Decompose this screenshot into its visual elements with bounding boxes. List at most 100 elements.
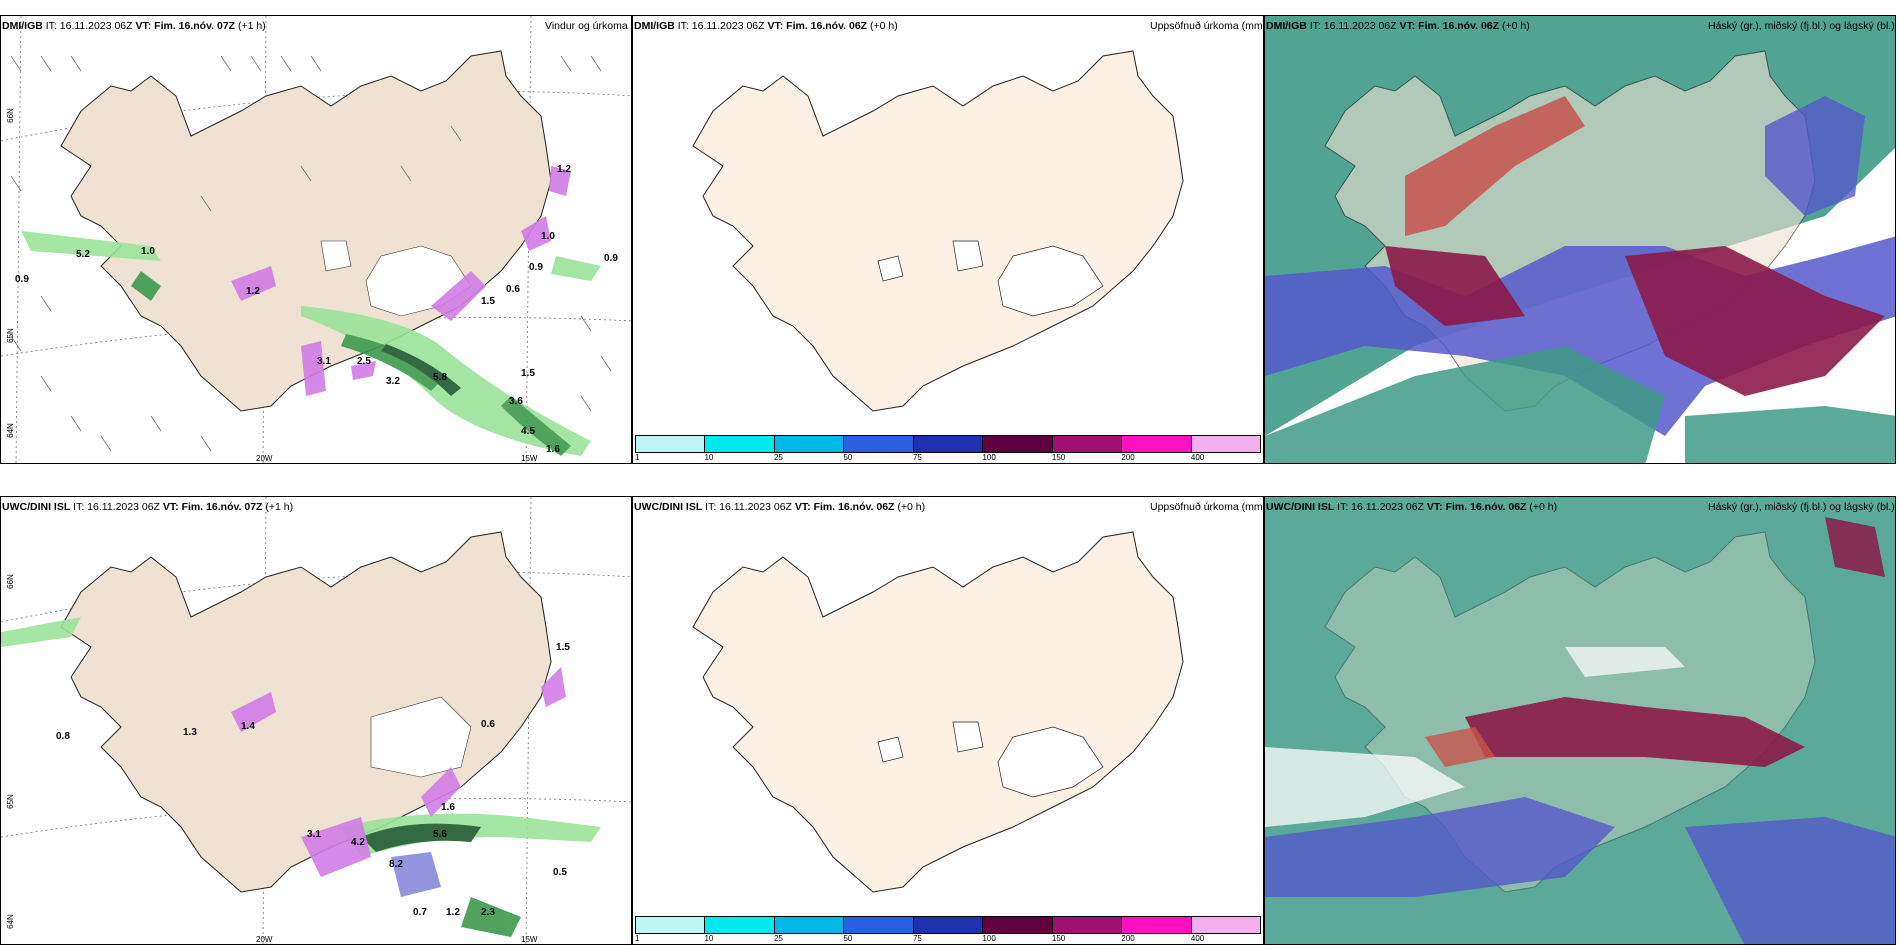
precip-value: 3.1 xyxy=(307,829,321,840)
precip-value: 3.1 xyxy=(317,356,331,367)
vt-label: VT: xyxy=(767,20,784,32)
legend-tick: 10 xyxy=(704,934,714,943)
cloud-map xyxy=(1265,497,1895,944)
init-time: IT: 16.11.2023 06Z xyxy=(1337,501,1424,513)
panel-header: UWC/DINI ISL IT: 16.11.2023 06Z VT: Fim.… xyxy=(2,499,293,515)
precip-value: 0.6 xyxy=(481,719,495,730)
panel-title: Háský (gr.), miðský (fj.bl.) og lágský (… xyxy=(1708,501,1895,513)
precip-value: 3.6 xyxy=(509,396,523,407)
legend-swatch xyxy=(1191,917,1260,933)
model-name: UWC/DINI ISL xyxy=(634,501,703,513)
precip-value: 1.2 xyxy=(246,286,260,297)
map-iceland xyxy=(692,50,1184,412)
precip-value: 4.5 xyxy=(521,426,535,437)
model-name: UWC/DINI ISL xyxy=(1266,501,1335,513)
legend-tick: 75 xyxy=(912,453,922,462)
legend-swatch xyxy=(705,917,775,933)
precip-value: 0.8 xyxy=(56,731,70,742)
legend-swatch xyxy=(636,436,706,452)
vt-label: VT: xyxy=(1426,501,1443,513)
legend-tick: 75 xyxy=(912,934,922,943)
precip-value: 0.5 xyxy=(553,867,567,878)
legend-swatch xyxy=(1122,436,1192,452)
precip-value: 0.6 xyxy=(506,284,520,295)
panel-header: UWC/DINI ISL IT: 16.11.2023 06Z VT: Fim.… xyxy=(1266,499,1557,515)
lead-time: (+1 h) xyxy=(265,501,294,513)
legend-swatch xyxy=(774,917,845,933)
lat-label: 66N xyxy=(5,108,15,123)
legend-swatch xyxy=(913,917,984,933)
legend-tick: 25 xyxy=(773,934,783,943)
panel-title: Uppsöfnuð úrkoma (mm) xyxy=(1150,20,1267,32)
vt-label: VT: xyxy=(135,20,152,32)
valid-time: Fim. 16.nóv. 06Z xyxy=(1445,501,1527,513)
panel-title: Uppsöfnuð úrkoma (mm) xyxy=(1150,501,1267,513)
cloud-panel[interactable] xyxy=(1264,15,1896,464)
lon-label: 20W xyxy=(256,454,273,463)
precip-value: 4.2 xyxy=(351,837,365,848)
panel-header: UWC/DINI ISL IT: 16.11.2023 06Z VT: Fim.… xyxy=(634,499,925,515)
legend-swatch xyxy=(705,436,775,452)
precip-value: 5.8 xyxy=(433,372,447,383)
legend-colorbar xyxy=(635,916,1261,934)
legend-tick: 100 xyxy=(982,453,996,462)
lead-time: (+0 h) xyxy=(897,501,926,513)
legend-tick: 400 xyxy=(1190,453,1205,462)
precip-value: 1.5 xyxy=(521,368,535,379)
legend-swatch xyxy=(636,917,706,933)
legend-ticks: 1 10 25 50 75 100 150 200 400 xyxy=(635,453,1261,463)
legend-swatch xyxy=(844,917,914,933)
precip-value: 2.5 xyxy=(357,356,371,367)
map-iceland xyxy=(1,16,631,463)
vt-label: VT: xyxy=(1399,20,1416,32)
legend-tick: 150 xyxy=(1051,453,1066,462)
legend-ticks: 1 10 25 50 75 100 150 200 400 xyxy=(635,934,1261,944)
lat-label: 65N xyxy=(5,794,15,809)
lead-time: (+0 h) xyxy=(1502,20,1530,32)
map-iceland xyxy=(692,531,1184,893)
accum-precip-panel[interactable]: 1 10 25 50 75 100 150 200 400 xyxy=(632,496,1264,945)
init-time: IT: 16.11.2023 06Z xyxy=(73,501,160,513)
lat-label: 64N xyxy=(5,423,15,438)
lead-time: (+1 h) xyxy=(238,20,266,32)
lon-label: 15W xyxy=(521,454,538,463)
legend-tick: 400 xyxy=(1190,934,1205,943)
legend-swatch xyxy=(844,436,914,452)
lat-label: 64N xyxy=(5,914,15,929)
precip-value: 1.2 xyxy=(446,907,460,918)
accum-precip-panel[interactable]: 1 10 25 50 75 100 150 200 400 xyxy=(632,15,1264,464)
lead-time: (+0 h) xyxy=(870,20,898,32)
legend-tick: 100 xyxy=(982,934,996,943)
precip-value: 1.2 xyxy=(557,164,571,175)
precip-value: 0.7 xyxy=(413,907,427,918)
legend-tick: 50 xyxy=(843,453,853,462)
panel-title: Háský (gr.), miðský (fj.bl.) og lágský (… xyxy=(1708,20,1895,32)
precip-legend: 1 10 25 50 75 100 150 200 400 xyxy=(633,433,1263,463)
precip-value: 1.0 xyxy=(141,246,155,257)
panel-header: DMI/IGB IT: 16.11.2023 06Z VT: Fim. 16.n… xyxy=(634,18,898,34)
valid-time: Fim. 16.nóv. 06Z xyxy=(786,20,868,32)
wind-precip-panel[interactable]: 0.8 1.5 3.1 4.2 5.6 8.2 0.7 1.2 2.3 0.5 … xyxy=(0,496,632,945)
vt-label: VT: xyxy=(794,501,811,513)
precip-value: 0.9 xyxy=(15,274,29,285)
wind-precip-panel[interactable]: 0.9 0.9 5.2 3.1 2.5 3.2 5.8 1.5 3.6 4.5 … xyxy=(0,15,632,464)
precip-value: 1.3 xyxy=(183,727,197,738)
init-time: IT: 16.11.2023 06Z xyxy=(45,20,133,32)
precip-value: 5.6 xyxy=(433,829,447,840)
lead-time: (+0 h) xyxy=(1529,501,1558,513)
precip-value: 0.9 xyxy=(529,262,543,273)
lon-label: 20W xyxy=(256,935,273,944)
cloud-map xyxy=(1265,16,1895,463)
precip-value: 0.9 xyxy=(604,253,618,264)
valid-time: Fim. 16.nóv. 06Z xyxy=(813,501,895,513)
model-name: DMI/IGB xyxy=(634,20,675,32)
precip-value: 1.4 xyxy=(241,721,255,732)
legend-tick: 150 xyxy=(1051,934,1066,943)
init-time: IT: 16.11.2023 06Z xyxy=(1309,20,1397,32)
legend-swatch xyxy=(1122,917,1192,933)
cloud-panel[interactable] xyxy=(1264,496,1896,945)
legend-tick: 1 xyxy=(635,934,640,943)
lat-label: 65N xyxy=(5,328,15,343)
precip-value: 1.5 xyxy=(481,296,495,307)
precip-value: 2.3 xyxy=(481,907,495,918)
